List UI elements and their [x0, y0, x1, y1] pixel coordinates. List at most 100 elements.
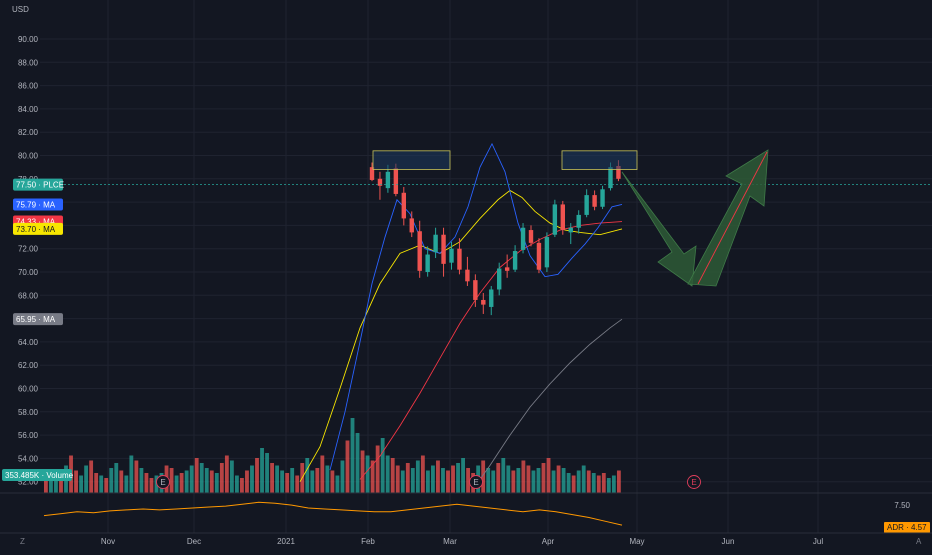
volume-bar — [245, 470, 249, 493]
volume-bar — [285, 473, 290, 493]
price-tick-label: 84.00 — [18, 105, 39, 114]
price-badge: 75.79 · MA — [13, 198, 63, 211]
volume-bar — [431, 465, 435, 493]
volume-bar — [305, 458, 310, 493]
volume-bar — [114, 463, 119, 493]
volume-bar — [335, 475, 340, 493]
price-tick-label: 62.00 — [18, 361, 39, 370]
svg-text:353.485K · Volume: 353.485K · Volume — [5, 471, 74, 480]
candle-body — [473, 280, 478, 300]
price-tick-label: 70.00 — [18, 268, 39, 277]
price-badge-text: 73.70 · MA — [16, 225, 56, 234]
candle-body — [560, 204, 565, 231]
volume-bar — [581, 465, 586, 493]
volume-bar — [109, 468, 114, 493]
earnings-marker[interactable]: E — [687, 475, 701, 489]
candle-body — [512, 251, 518, 270]
earnings-marker[interactable]: E — [469, 475, 483, 489]
volume-bar — [390, 458, 395, 493]
volume-bar — [295, 475, 300, 493]
volume-bar — [149, 478, 154, 493]
volume-bar — [275, 465, 280, 493]
volume-bar — [214, 473, 219, 493]
candle-body — [552, 204, 558, 235]
volume-bar — [99, 475, 104, 493]
time-tick-label: Dec — [187, 537, 201, 546]
earnings-marker[interactable]: E — [156, 475, 170, 489]
volume-badge: 353.485K · Volume — [2, 469, 74, 481]
down-projection-arrow[interactable] — [621, 171, 697, 287]
candle-body — [536, 242, 542, 270]
volume-bar — [330, 470, 335, 493]
volume-bar — [189, 465, 194, 493]
volume-bar — [375, 445, 380, 493]
price-tick-label: 60.00 — [18, 385, 39, 394]
volume-bar — [541, 463, 546, 493]
volume-bar — [405, 463, 410, 493]
volume-bar — [59, 478, 63, 493]
volume-bar — [124, 475, 129, 493]
volume-bar — [516, 468, 521, 493]
candle-body — [504, 267, 510, 271]
projection-trendline[interactable] — [697, 151, 768, 285]
volume-bar — [355, 433, 360, 493]
adr-badge: ADR · 4.57 — [884, 522, 930, 533]
vertical-grid — [107, 0, 819, 533]
volume-bar — [556, 465, 561, 493]
resistance-box-2[interactable] — [561, 150, 638, 170]
volume-bar — [425, 470, 430, 493]
volume-bar — [310, 470, 315, 493]
volume-bar — [340, 460, 345, 493]
volume-bar — [44, 470, 48, 493]
candle-body — [481, 299, 486, 305]
volume-bar — [370, 460, 375, 493]
volume-bar — [436, 460, 440, 493]
volume-bar — [350, 418, 355, 493]
volume-bar — [204, 468, 209, 493]
candle-body — [584, 195, 589, 215]
volume-bar — [451, 465, 455, 493]
svg-text:ADR · 4.57: ADR · 4.57 — [887, 523, 927, 532]
time-axis[interactable]: Nov Dec 2021 Feb Mar Apr May Jun Jul — [101, 537, 823, 546]
volume-bar — [571, 475, 576, 493]
volume-bar — [511, 470, 516, 493]
resistance-box-1[interactable] — [372, 150, 451, 170]
time-tick-label: Jun — [722, 537, 735, 546]
volume-bar — [174, 475, 179, 493]
candle-body — [377, 178, 383, 186]
auto-scale-button[interactable]: A — [916, 537, 922, 546]
candle-body — [425, 254, 430, 272]
volume-bar — [144, 473, 149, 493]
price-tick-label: 54.00 — [18, 454, 39, 463]
volume-bar — [616, 470, 621, 493]
up-projection-arrow[interactable] — [687, 149, 769, 287]
candle-body — [576, 214, 581, 228]
volume-bar — [179, 473, 184, 493]
volume-bar — [591, 473, 596, 493]
volume-bar — [79, 475, 84, 493]
volume-bar — [461, 458, 465, 493]
time-tick-label: Nov — [101, 537, 115, 546]
volume-bar — [400, 470, 405, 493]
candle-body — [417, 231, 422, 271]
candles — [369, 160, 621, 316]
volume-bar — [265, 453, 269, 493]
price-badge-text: 65.95 · MA — [16, 315, 56, 324]
volume-bar — [441, 468, 445, 493]
volume-bar — [365, 455, 370, 493]
svg-text:E: E — [473, 478, 478, 487]
volume-bar — [456, 463, 460, 493]
volume-bar — [224, 455, 229, 493]
volume-bar — [360, 450, 365, 493]
volume-bar — [415, 460, 420, 493]
volume-bar — [536, 468, 541, 493]
volume-bar — [466, 468, 471, 493]
volume-bar — [506, 465, 511, 493]
volume-bar — [184, 470, 189, 493]
volume-bar — [410, 468, 415, 493]
price-tick-label: 88.00 — [18, 58, 39, 67]
zoom-reset-button[interactable]: Z — [20, 537, 25, 546]
